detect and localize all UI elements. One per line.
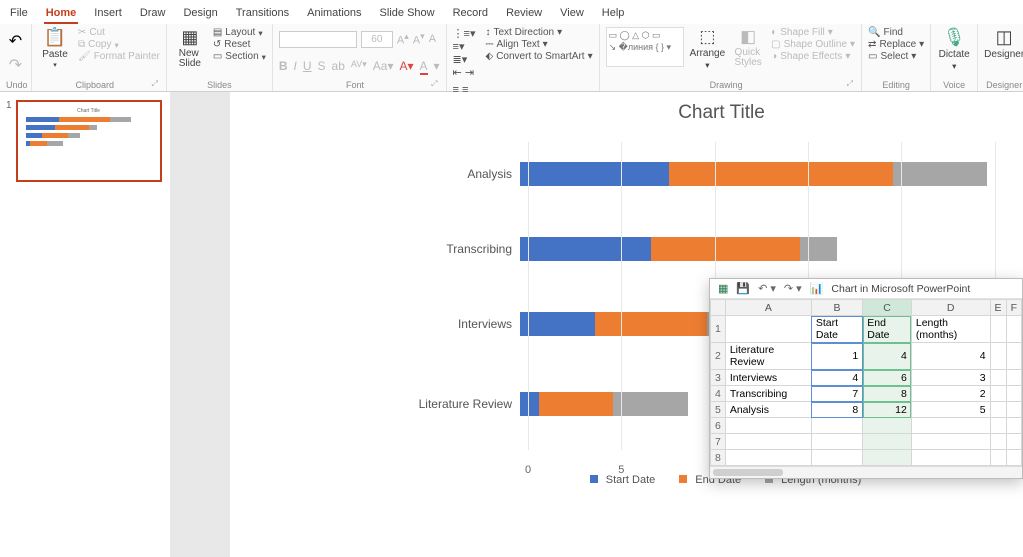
bar-segment — [520, 312, 595, 336]
bar-segment — [669, 162, 893, 186]
bar-segment — [520, 237, 651, 261]
bar-segment — [520, 392, 539, 416]
copy-button: ⧉ Copy ▾ — [78, 39, 160, 50]
category-label: Analysis — [400, 167, 520, 181]
find-button[interactable]: 🔍 Find — [868, 27, 924, 38]
save-icon[interactable]: 💾 — [736, 282, 750, 295]
bar-segment — [595, 312, 707, 336]
chart-title: Chart Title — [400, 102, 1023, 124]
redo-icon[interactable]: ↷ — [9, 55, 22, 75]
tab-file[interactable]: File — [8, 4, 30, 24]
undo-icon[interactable]: ↶ ▾ — [758, 282, 776, 295]
new-slide-button[interactable]: ▦ New Slide — [173, 27, 207, 69]
chart-data-window[interactable]: ▦ 💾 ↶ ▾ ↷ ▾ 📊 Chart in Microsoft PowerPo… — [709, 278, 1023, 479]
smartart-button: ⬖ Convert to SmartArt ▾ — [486, 51, 593, 62]
group-undo-label: Undo — [6, 79, 25, 90]
tab-record[interactable]: Record — [451, 4, 490, 24]
designer-button[interactable]: ◫Designer — [984, 27, 1023, 60]
bar-segment — [539, 392, 614, 416]
bar-segment — [520, 162, 669, 186]
tab-draw[interactable]: Draw — [138, 4, 168, 24]
chart-icon: 📊 — [810, 282, 824, 295]
tab-insert[interactable]: Insert — [92, 4, 124, 24]
layout-button[interactable]: ▤ Layout ▾ — [213, 27, 266, 38]
replace-button[interactable]: ⇄ Replace ▾ — [868, 39, 924, 50]
section-button[interactable]: ▭ Section ▾ — [213, 51, 266, 62]
redo-icon[interactable]: ↷ ▾ — [784, 282, 802, 295]
paste-button[interactable]: 📋 Paste ▾ — [38, 27, 72, 69]
category-label: Literature Review — [400, 397, 520, 411]
bar-segment — [613, 392, 688, 416]
cut-button: ✂ Cut — [78, 27, 160, 38]
undo-icon[interactable]: ↶ — [9, 31, 22, 51]
shapes-gallery[interactable]: ▭ ◯ △ ⬡ ▭↘ �линия { } ▾ — [606, 27, 684, 67]
category-label: Interviews — [400, 317, 520, 331]
category-label: Transcribing — [400, 242, 520, 256]
select-button[interactable]: ▭ Select ▾ — [868, 51, 924, 62]
excel-icon: ▦ — [718, 282, 728, 295]
bar-segment — [800, 237, 837, 261]
arrange-button[interactable]: ⬚Arrange▾ — [690, 27, 726, 70]
tab-view[interactable]: View — [558, 4, 586, 24]
slide-number: 1 — [6, 100, 12, 182]
tab-transitions[interactable]: Transitions — [234, 4, 291, 24]
tab-slide-show[interactable]: Slide Show — [378, 4, 437, 24]
dictate-button[interactable]: 🎙Dictate▾ — [937, 27, 971, 71]
tab-home[interactable]: Home — [44, 4, 79, 24]
tab-design[interactable]: Design — [181, 4, 219, 24]
tab-animations[interactable]: Animations — [305, 4, 363, 24]
align-text-button: ⎓ Align Text ▾ — [486, 39, 593, 50]
tab-review[interactable]: Review — [504, 4, 544, 24]
text-direction-button: ↕ Text Direction ▾ — [486, 27, 593, 38]
format-painter-button: 🖌 Format Painter — [78, 51, 160, 62]
bar-segment — [651, 237, 800, 261]
slide-thumbnail[interactable]: Chart Title — [16, 100, 162, 182]
data-window-title: Chart in Microsoft PowerPoint — [831, 283, 970, 295]
tab-help[interactable]: Help — [600, 4, 627, 24]
reset-button[interactable]: ↺ Reset — [213, 39, 266, 50]
horizontal-scrollbar[interactable] — [710, 466, 1022, 478]
quick-styles-button: ◧Quick Styles — [731, 27, 765, 68]
bar-segment — [893, 162, 986, 186]
